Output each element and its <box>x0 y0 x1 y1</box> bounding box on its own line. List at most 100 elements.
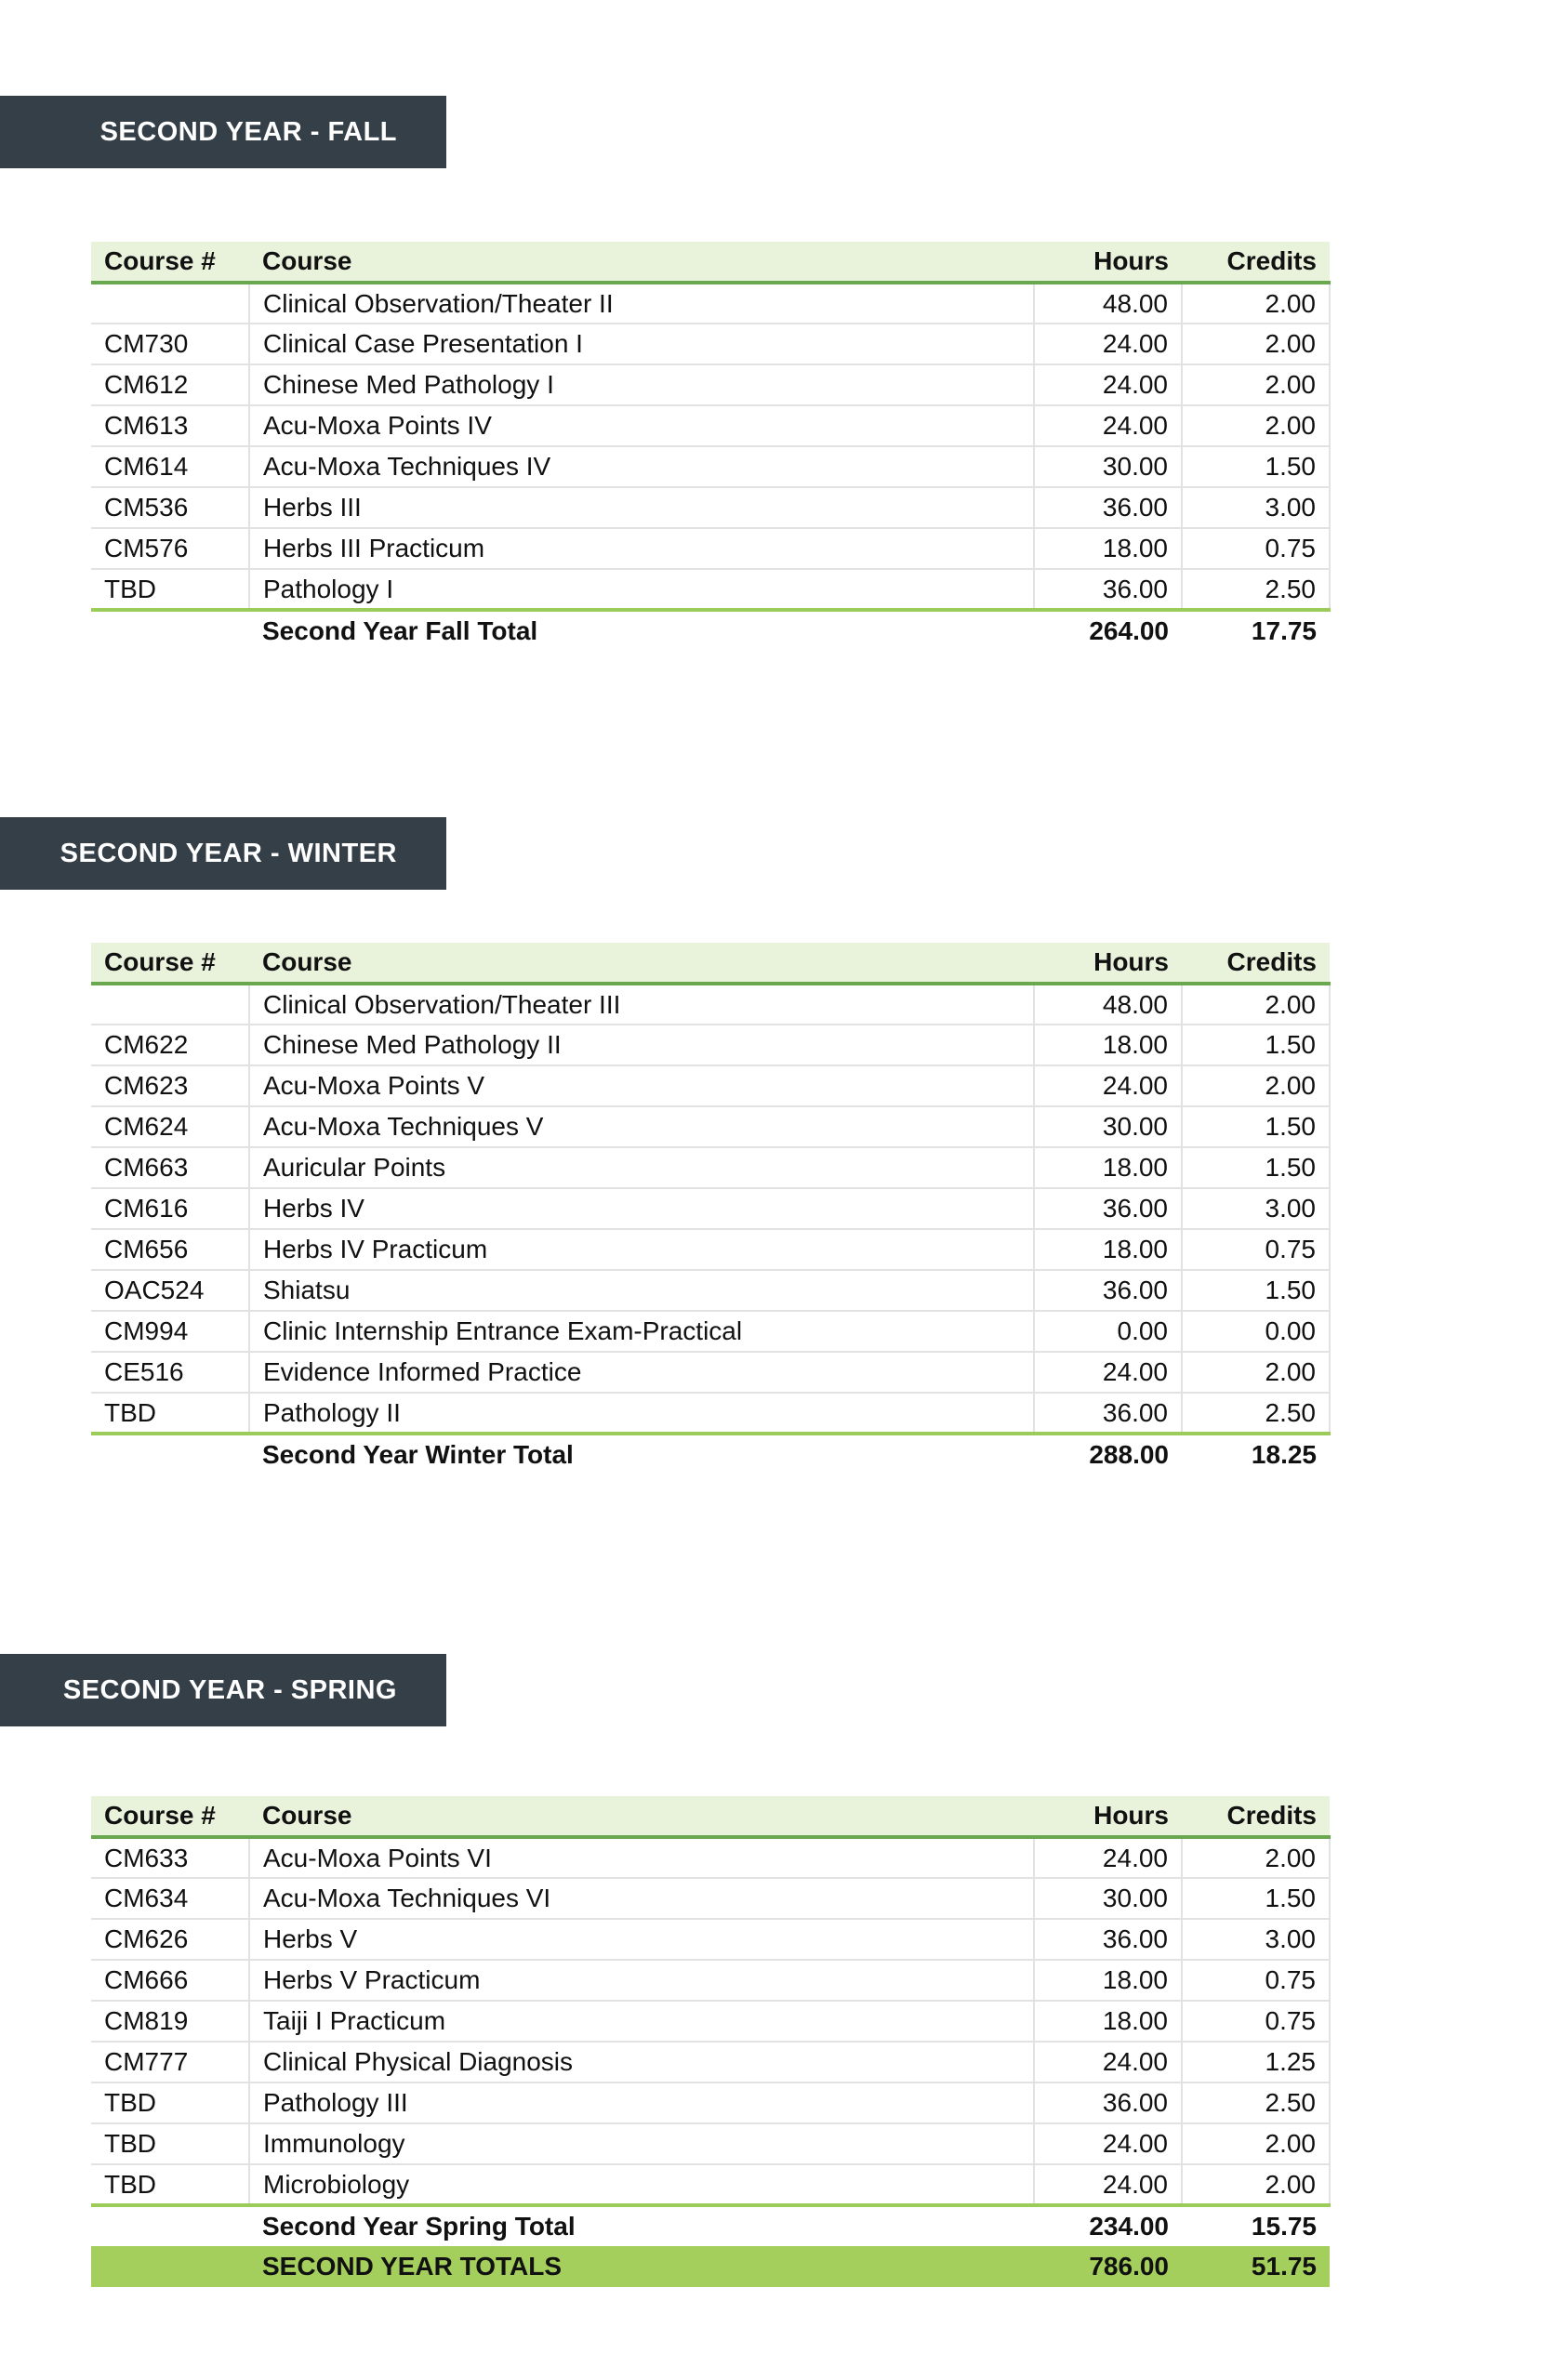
course-name: Auricular Points <box>248 1147 1034 1189</box>
course-name: Chinese Med Pathology II <box>248 1025 1034 1066</box>
table-row: TBD Microbiology 24.00 2.00 <box>91 2164 1331 2207</box>
course-credits: 1.50 <box>1181 1025 1331 1066</box>
course-name: Clinical Observation/Theater III <box>248 984 1034 1025</box>
table-row: CM614 Acu-Moxa Techniques IV 30.00 1.50 <box>91 446 1331 488</box>
course-credits: 0.75 <box>1181 528 1331 570</box>
course-credits: 1.25 <box>1181 2042 1331 2083</box>
course-number: CM613 <box>91 405 249 447</box>
header-course: Course <box>249 1796 1034 1839</box>
course-name: Herbs IV Practicum <box>248 1229 1034 1271</box>
total-label: Second Year Winter Total <box>262 1440 574 1469</box>
table-row: Clinical Observation/Theater II 48.00 2.00 <box>91 283 1331 324</box>
course-credits: 3.00 <box>1181 1919 1331 1961</box>
table-row: TBD Pathology II 36.00 2.50 <box>91 1393 1331 1435</box>
course-number: CM634 <box>91 1878 249 1920</box>
total-hours: 288.00 <box>1089 1440 1169 1469</box>
course-hours: 36.00 <box>1033 1393 1182 1435</box>
course-number: CM666 <box>91 1960 249 2002</box>
course-credits: 3.00 <box>1181 1188 1331 1230</box>
course-hours: 24.00 <box>1033 324 1182 365</box>
course-credits: 3.00 <box>1181 487 1331 529</box>
total-credits: 18.25 <box>1251 1440 1317 1469</box>
course-credits: 1.50 <box>1181 1147 1331 1189</box>
course-hours: 36.00 <box>1033 2082 1182 2124</box>
course-name: Acu-Moxa Techniques VI <box>248 1878 1034 1920</box>
table-row: CM624 Acu-Moxa Techniques V 30.00 1.50 <box>91 1106 1331 1148</box>
table-row: CM616 Herbs IV 36.00 3.00 <box>91 1188 1331 1230</box>
course-hours: 36.00 <box>1033 569 1182 612</box>
course-hours: 30.00 <box>1033 446 1182 488</box>
table-row: CM777 Clinical Physical Diagnosis 24.00 1.2… <box>91 2042 1331 2083</box>
total-label: Second Year Spring Total <box>262 2212 576 2241</box>
table-row: CM730 Clinical Case Presentation I 24.00 2.… <box>91 324 1331 365</box>
table-row: CM626 Herbs V 36.00 3.00 <box>91 1919 1331 1961</box>
course-number: CM663 <box>91 1147 249 1189</box>
total-credits: 15.75 <box>1251 2212 1317 2241</box>
course-name: Acu-Moxa Points IV <box>248 405 1034 447</box>
section-banner-winter: SECOND YEAR - WINTER <box>0 817 446 890</box>
course-number: CM626 <box>91 1919 249 1961</box>
grand-total-hours: 786.00 <box>1034 2246 1182 2287</box>
grand-total-label: SECOND YEAR TOTALS <box>249 2246 1034 2287</box>
table-row: CM633 Acu-Moxa Points VI 24.00 2.00 <box>91 1837 1331 1879</box>
course-table-spring: Course # Course Hours Credits CM633 Acu-Moxa … <box>91 1796 1331 2287</box>
course-name: Herbs IV <box>248 1188 1034 1230</box>
header-credits: Credits <box>1182 943 1330 985</box>
course-number: CM536 <box>91 487 249 529</box>
course-hours: 36.00 <box>1033 1919 1182 1961</box>
course-hours: 24.00 <box>1033 364 1182 406</box>
course-hours: 18.00 <box>1033 1025 1182 1066</box>
course-name: Shiatsu <box>248 1270 1034 1312</box>
course-number: CM730 <box>91 324 249 365</box>
total-hours: 264.00 <box>1089 616 1169 645</box>
header-course-number: Course # <box>91 943 249 985</box>
table-row: CM663 Auricular Points 18.00 1.50 <box>91 1147 1331 1189</box>
course-number: CM624 <box>91 1106 249 1148</box>
course-hours: 24.00 <box>1033 2123 1182 2165</box>
total-label: Second Year Fall Total <box>262 616 538 645</box>
table-row: TBD Pathology I 36.00 2.50 <box>91 569 1331 612</box>
course-number: CM614 <box>91 446 249 488</box>
table-row: CM612 Chinese Med Pathology I 24.00 2.00 <box>91 364 1331 406</box>
course-credits: 2.00 <box>1181 324 1331 365</box>
course-hours: 18.00 <box>1033 1147 1182 1189</box>
header-course-number: Course # <box>91 1796 249 1839</box>
course-credits: 2.50 <box>1181 1393 1331 1435</box>
course-credits: 2.00 <box>1181 1837 1331 1879</box>
course-name: Evidence Informed Practice <box>248 1352 1034 1394</box>
course-credits: 2.00 <box>1181 405 1331 447</box>
course-name: Pathology II <box>248 1393 1034 1435</box>
empty-cell <box>91 2205 249 2246</box>
course-name: Pathology I <box>248 569 1034 612</box>
empty-cell <box>91 2246 249 2287</box>
course-hours: 36.00 <box>1033 1270 1182 1312</box>
grand-total-row: SECOND YEAR TOTALS 786.00 51.75 <box>91 2246 1330 2287</box>
course-number: TBD <box>91 569 249 612</box>
course-number: CE516 <box>91 1352 249 1394</box>
course-number: CM576 <box>91 528 249 570</box>
course-hours: 30.00 <box>1033 1106 1182 1148</box>
course-credits: 2.00 <box>1181 2123 1331 2165</box>
table-row: CM819 Taiji I Practicum 18.00 0.75 <box>91 2001 1331 2043</box>
course-name: Acu-Moxa Points VI <box>248 1837 1034 1879</box>
course-hours: 24.00 <box>1033 2042 1182 2083</box>
course-number: CM777 <box>91 2042 249 2083</box>
table-header-row: Course # Course Hours Credits <box>91 242 1330 284</box>
table-row: CE516 Evidence Informed Practice 24.00 2.00 <box>91 1352 1331 1394</box>
course-hours: 48.00 <box>1033 984 1182 1025</box>
table-row: CM656 Herbs IV Practicum 18.00 0.75 <box>91 1229 1331 1271</box>
course-name: Acu-Moxa Points V <box>248 1065 1034 1107</box>
course-hours: 18.00 <box>1033 1960 1182 2002</box>
course-credits: 2.50 <box>1181 2082 1331 2124</box>
course-number: CM633 <box>91 1837 249 1879</box>
section-total-row: Second Year Fall Total 264.00 17.75 <box>91 610 1330 651</box>
table-header-row: Course # Course Hours Credits <box>91 943 1330 985</box>
table-row: TBD Pathology III 36.00 2.50 <box>91 2082 1331 2124</box>
section-total-row: Second Year Spring Total 234.00 15.75 <box>91 2205 1330 2246</box>
course-name: Acu-Moxa Techniques IV <box>248 446 1034 488</box>
course-name: Microbiology <box>248 2164 1034 2207</box>
course-number <box>91 283 249 324</box>
course-hours: 24.00 <box>1033 1352 1182 1394</box>
table-row: CM994 Clinic Internship Entrance Exam-Pra… <box>91 1311 1331 1353</box>
course-hours: 18.00 <box>1033 528 1182 570</box>
